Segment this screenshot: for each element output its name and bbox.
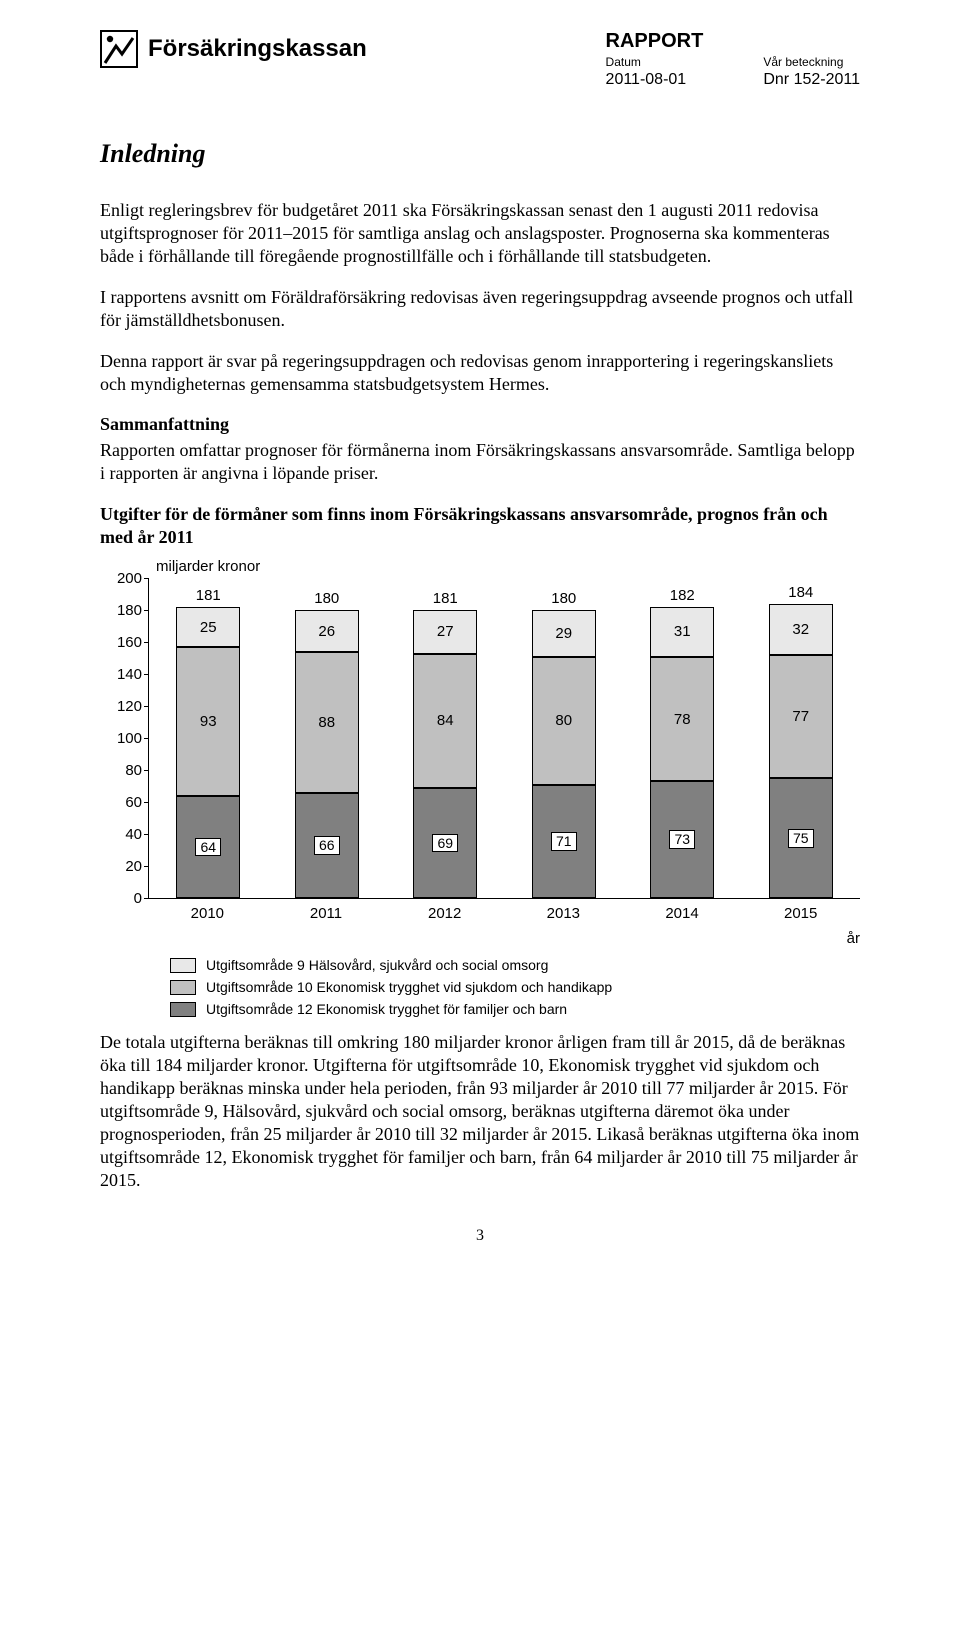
bar-segment-u9: 27 xyxy=(413,610,477,653)
ref-label: Vår beteckning xyxy=(763,55,860,69)
bar-segment-label: 73 xyxy=(669,830,695,849)
legend-item: Utgiftsområde 10 Ekonomisk trygghet vid … xyxy=(170,979,860,995)
bar-column: 718029180 xyxy=(532,610,596,898)
legend-swatch xyxy=(170,1002,196,1017)
header-meta: RAPPORT Datum 2011-08-01 Vår beteckning … xyxy=(606,30,860,89)
x-tick-label: 2014 xyxy=(623,899,742,922)
legend-label: Utgiftsområde 10 Ekonomisk trygghet vid … xyxy=(206,979,612,995)
header-col-ref: Vår beteckning Dnr 152-2011 xyxy=(763,30,860,89)
bar-segment-u9: 31 xyxy=(650,607,714,657)
document-page: Försäkringskassan RAPPORT Datum 2011-08-… xyxy=(0,0,960,1285)
paragraph: I rapportens avsnitt om Föräldraförsäkri… xyxy=(100,286,860,332)
bar-column: 649325181 xyxy=(176,607,240,898)
y-tick xyxy=(144,802,149,804)
chart-y-axis: 200180160140120100806040200 xyxy=(100,579,148,899)
bar-column: 757732184 xyxy=(769,604,833,898)
org-logo-block: Försäkringskassan xyxy=(100,30,367,68)
bar-segment-u9: 32 xyxy=(769,604,833,655)
section-title: Inledning xyxy=(100,139,860,169)
bar-column: 668826180 xyxy=(295,610,359,898)
y-tick xyxy=(144,674,149,676)
bar-segment-u12: 71 xyxy=(532,785,596,899)
bar-column: 737831182 xyxy=(650,607,714,898)
bar-segment-u10: 80 xyxy=(532,657,596,785)
org-logo-icon xyxy=(100,30,138,68)
bar-total-label: 181 xyxy=(413,590,477,606)
x-tick-label: 2010 xyxy=(148,899,267,922)
chart-heading: Utgifter för de förmåner som finns inom … xyxy=(100,503,860,548)
bar-total-label: 180 xyxy=(532,590,596,606)
bar-segment-label: 71 xyxy=(551,832,577,851)
chart-x-axis: 201020112012201320142015 xyxy=(148,899,860,922)
bar-segment-u10: 78 xyxy=(650,657,714,782)
bar-total-label: 182 xyxy=(650,587,714,603)
bar-segment-u9: 25 xyxy=(176,607,240,647)
x-tick-label: 2013 xyxy=(504,899,623,922)
chart-bars: 64 9325 181 66 8826 180 69 8427 181 71 8029 180 73 78… xyxy=(149,579,860,898)
chart-legend: Utgiftsområde 9 Hälsovård, sjukvård och … xyxy=(170,957,860,1017)
y-tick xyxy=(144,770,149,772)
legend-label: Utgiftsområde 12 Ekonomisk trygghet för … xyxy=(206,1001,567,1017)
y-tick xyxy=(144,898,149,900)
org-name: Försäkringskassan xyxy=(148,35,367,63)
bar-segment-label: 75 xyxy=(788,829,814,848)
stacked-bar-chart: miljarder kronor 20018016014012010080604… xyxy=(100,558,860,1017)
y-tick xyxy=(144,578,149,580)
y-tick xyxy=(144,642,149,644)
x-tick-label: 2015 xyxy=(741,899,860,922)
bar-segment-u12: 64 xyxy=(176,796,240,898)
bar-segment-u9: 26 xyxy=(295,610,359,652)
date-value: 2011-08-01 xyxy=(606,71,704,89)
subheading: Sammanfattning xyxy=(100,414,860,435)
bar-segment-label: 64 xyxy=(195,838,221,857)
bar-segment-label: 69 xyxy=(432,834,458,853)
bar-segment-u12: 66 xyxy=(295,793,359,899)
report-label: RAPPORT xyxy=(606,30,704,53)
bar-segment-u12: 75 xyxy=(769,778,833,898)
legend-swatch xyxy=(170,980,196,995)
ref-value: Dnr 152-2011 xyxy=(763,71,860,89)
legend-swatch xyxy=(170,958,196,973)
x-tick-label: 2012 xyxy=(385,899,504,922)
bar-segment-u9: 29 xyxy=(532,610,596,656)
page-number: 3 xyxy=(100,1227,860,1245)
y-tick xyxy=(144,866,149,868)
header-col-report: RAPPORT Datum 2011-08-01 xyxy=(606,30,704,89)
x-tick-label: 2011 xyxy=(267,899,386,922)
bar-segment-u10: 84 xyxy=(413,654,477,788)
bar-segment-u12: 73 xyxy=(650,781,714,898)
bar-total-label: 181 xyxy=(176,587,240,603)
legend-label: Utgiftsområde 9 Hälsovård, sjukvård och … xyxy=(206,957,548,973)
bar-segment-u10: 93 xyxy=(176,647,240,796)
paragraph: Denna rapport är svar på regeringsuppdra… xyxy=(100,350,860,396)
bar-total-label: 180 xyxy=(295,590,359,606)
date-label: Datum xyxy=(606,55,704,69)
paragraph: Rapporten omfattar prognoser för förmåne… xyxy=(100,439,860,485)
legend-item: Utgiftsområde 9 Hälsovård, sjukvård och … xyxy=(170,957,860,973)
chart-y-title: miljarder kronor xyxy=(156,558,860,575)
y-tick xyxy=(144,610,149,612)
bar-segment-u12: 69 xyxy=(413,788,477,898)
bar-column: 698427181 xyxy=(413,610,477,898)
y-tick xyxy=(144,738,149,740)
page-header: Försäkringskassan RAPPORT Datum 2011-08-… xyxy=(100,30,860,89)
bar-segment-label: 66 xyxy=(314,836,340,855)
legend-item: Utgiftsområde 12 Ekonomisk trygghet för … xyxy=(170,1001,860,1017)
chart-plot-area: 64 9325 181 66 8826 180 69 8427 181 71 8029 180 73 78… xyxy=(148,579,860,899)
paragraph: Enligt regleringsbrev för budgetåret 201… xyxy=(100,199,860,268)
y-tick xyxy=(144,834,149,836)
bar-segment-u10: 88 xyxy=(295,652,359,793)
bar-segment-u10: 77 xyxy=(769,655,833,778)
y-tick xyxy=(144,706,149,708)
chart-x-title: år xyxy=(100,930,860,947)
bar-total-label: 184 xyxy=(769,584,833,600)
paragraph: De totala utgifterna beräknas till omkri… xyxy=(100,1031,860,1192)
